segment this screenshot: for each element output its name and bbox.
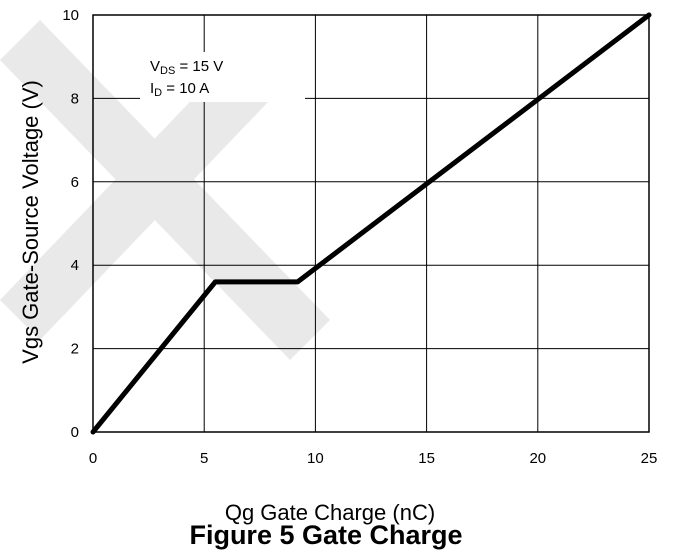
x-tick-label: 10 [307, 450, 324, 467]
plot-area [92, 14, 650, 433]
annotation-vds-rest: = 15 V [175, 58, 223, 75]
annotation-vds-main: V [150, 58, 160, 75]
annotation-id: ID = 10 A [150, 80, 209, 99]
grid [93, 15, 649, 432]
y-tick-label: 0 [71, 424, 79, 441]
y-axis-title: Vgs Gate-Source Voltage (V) [18, 80, 43, 364]
series-line [90, 12, 652, 435]
watermark [0, 20, 330, 360]
y-tick-label: 6 [71, 174, 79, 191]
y-tick-labels: 0 2 4 6 8 10 [62, 7, 79, 441]
annotation-vds-sub: DS [160, 65, 175, 77]
annotation-id-main: I [150, 80, 154, 97]
x-tick-label: 25 [641, 450, 658, 467]
x-tick-labels: 0 5 10 15 20 25 [89, 450, 658, 467]
x-tick-label: 20 [529, 450, 546, 467]
x-axis-title: Qg Gate Charge (nC) [225, 500, 435, 525]
y-tick-label: 4 [71, 257, 79, 274]
y-tick-label: 10 [62, 7, 79, 24]
x-tick-label: 0 [89, 450, 97, 467]
annotation-id-rest: = 10 A [162, 80, 209, 97]
figure-title: Figure 5 Gate Charge [189, 520, 462, 550]
x-tick-label: 15 [418, 450, 435, 467]
y-tick-label: 8 [71, 90, 79, 107]
annotation-id-sub: D [154, 87, 162, 99]
annotation-vds: VDS = 15 V [150, 58, 223, 77]
y-tick-label: 2 [71, 341, 79, 358]
x-tick-label: 5 [200, 450, 208, 467]
annotation-box [140, 52, 305, 102]
